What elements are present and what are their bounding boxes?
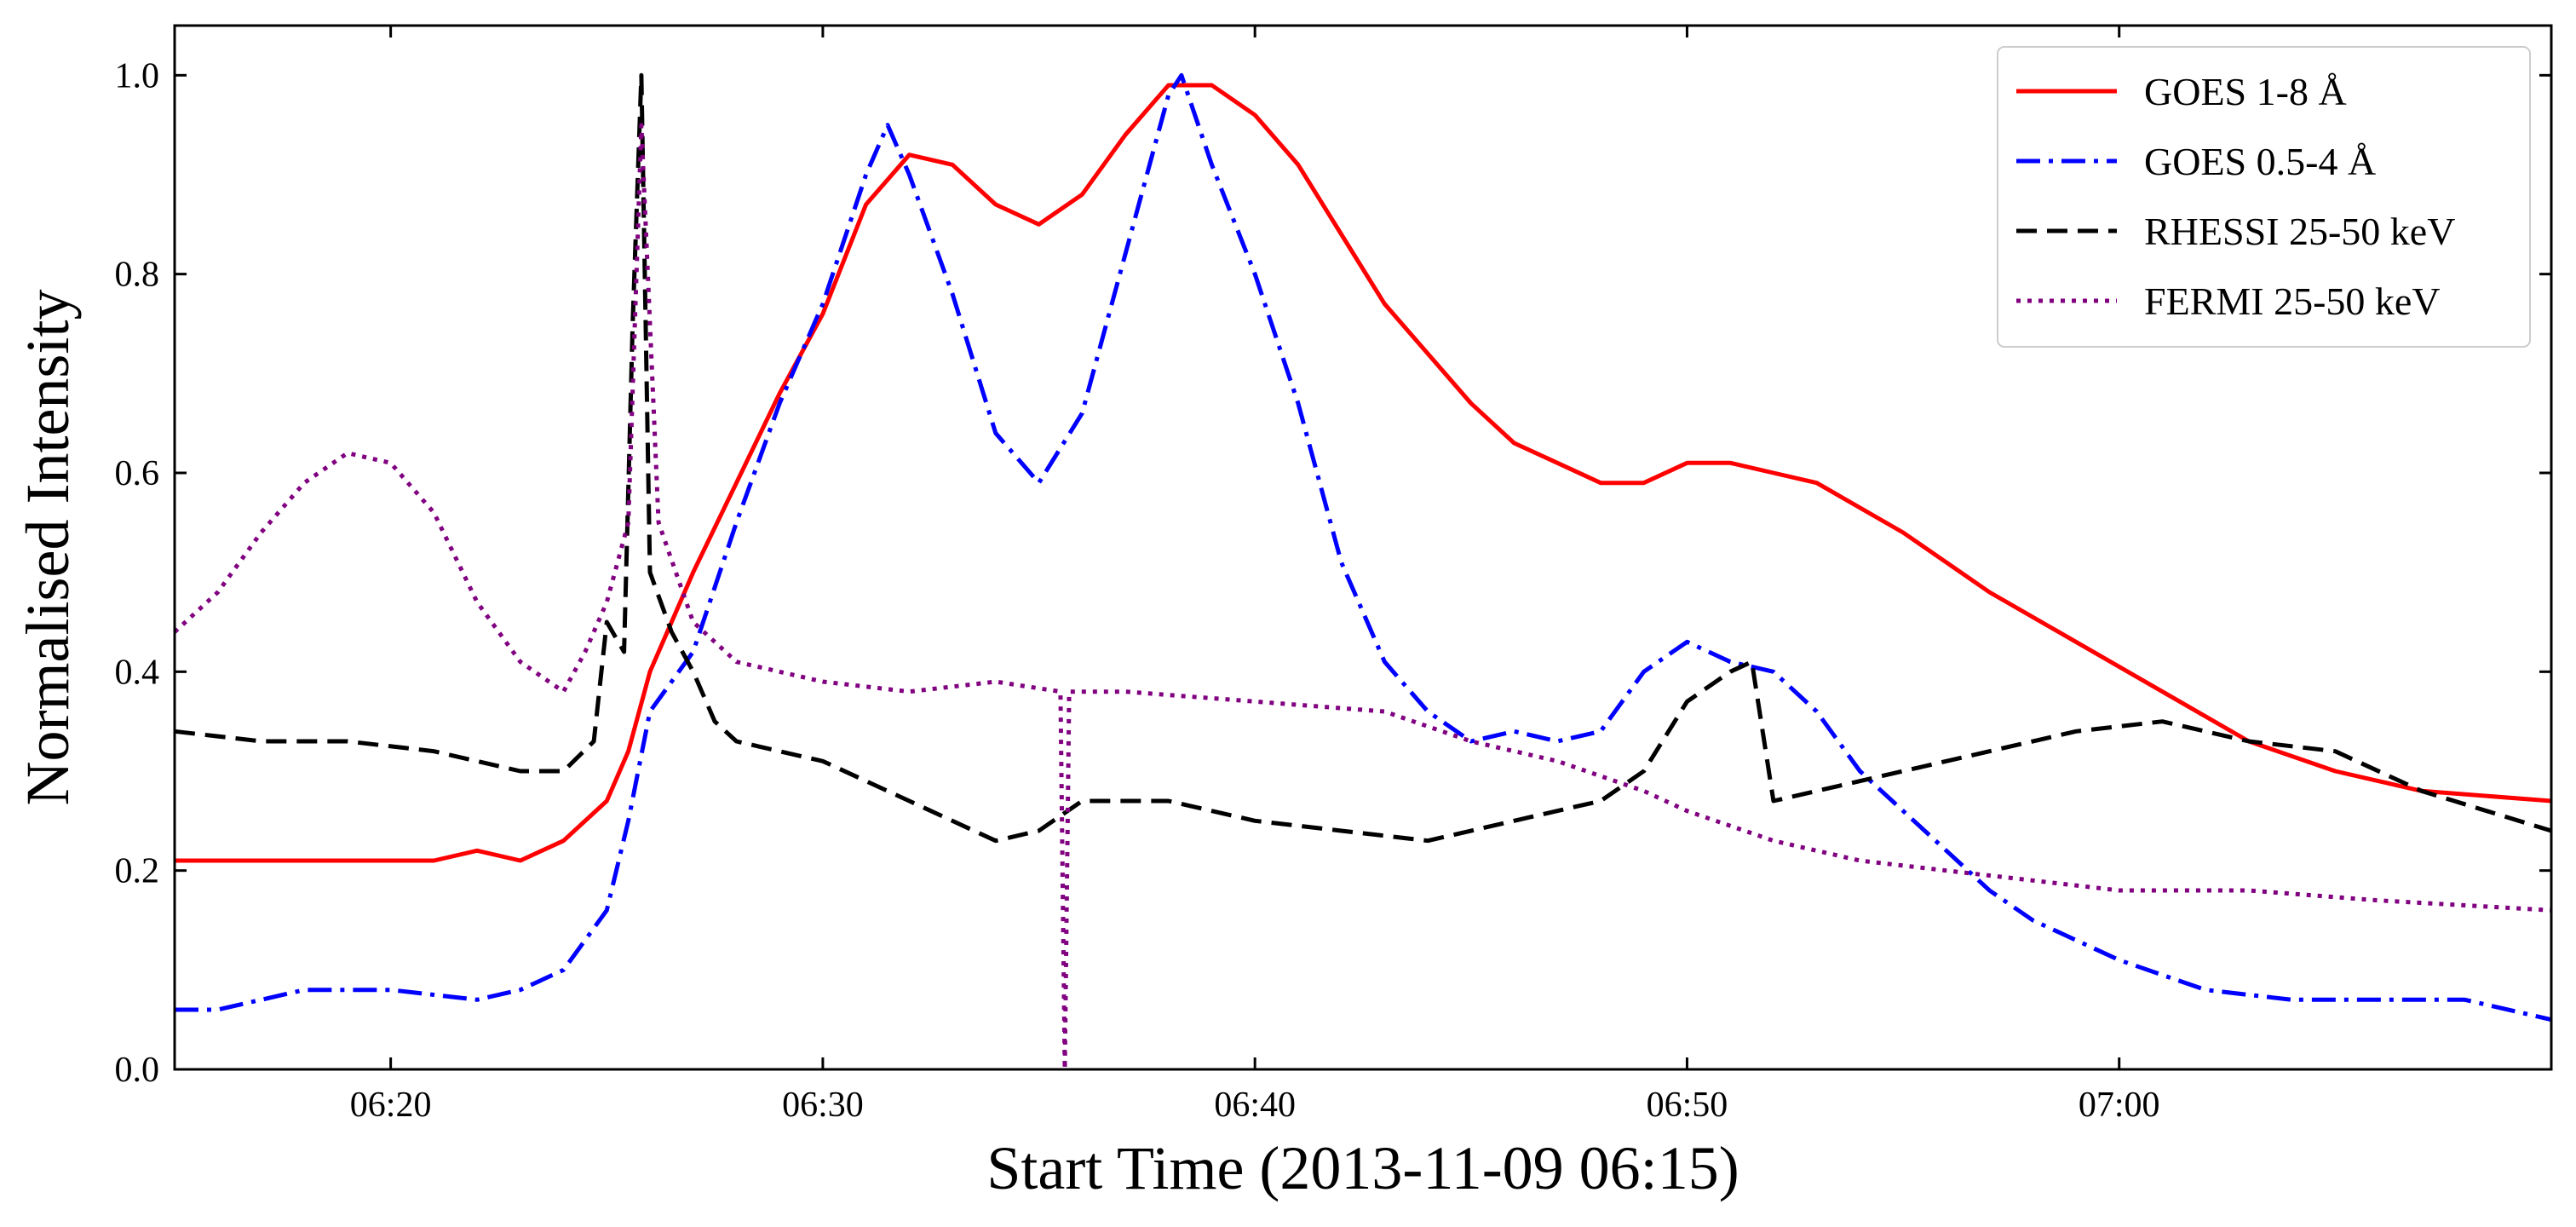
x-tick-label: 07:00 bbox=[2079, 1086, 2160, 1125]
x-axis-ticks: 06:20 06:30 06:40 06:50 07:00 bbox=[350, 26, 2160, 1125]
series-line-1 bbox=[175, 72, 2552, 1022]
y-tick-label: 0.8 bbox=[115, 256, 160, 295]
x-tick-label: 06:40 bbox=[1214, 1086, 1296, 1125]
y-tick-label: 1.0 bbox=[115, 56, 160, 95]
legend-label-0: GOES 1-8 Å bbox=[2144, 70, 2347, 113]
legend: GOES 1-8 Å GOES 0.5-4 Å RHESSI 25-50 keV FE… bbox=[1997, 46, 2531, 348]
x-tick-label: 06:50 bbox=[1647, 1086, 1728, 1125]
x-axis-label: Start Time (2013-11-09 06:15) bbox=[986, 1134, 1739, 1202]
y-tick-label: 0.0 bbox=[115, 1051, 160, 1090]
y-tick-label: 0.2 bbox=[115, 852, 160, 891]
series-layer bbox=[173, 72, 2552, 1072]
x-tick-label: 06:30 bbox=[782, 1086, 864, 1125]
legend-label-1: GOES 0.5-4 Å bbox=[2144, 140, 2376, 183]
series-line-0 bbox=[175, 83, 2552, 863]
x-tick-label: 06:20 bbox=[350, 1086, 432, 1125]
y-tick-label: 0.4 bbox=[115, 653, 160, 692]
series-line-3 bbox=[173, 123, 2552, 1072]
y-axis-ticks: 0.0 0.2 0.4 0.6 0.8 1.0 bbox=[115, 56, 2551, 1090]
legend-label-2: RHESSI 25-50 keV bbox=[2144, 210, 2455, 253]
y-tick-label: 0.6 bbox=[115, 454, 160, 493]
plot-frame bbox=[173, 24, 2553, 1071]
legend-label-3: FERMI 25-50 keV bbox=[2144, 279, 2441, 323]
y-axis-label: Normalised Intensity bbox=[14, 290, 82, 806]
legend-box bbox=[1997, 46, 2531, 348]
